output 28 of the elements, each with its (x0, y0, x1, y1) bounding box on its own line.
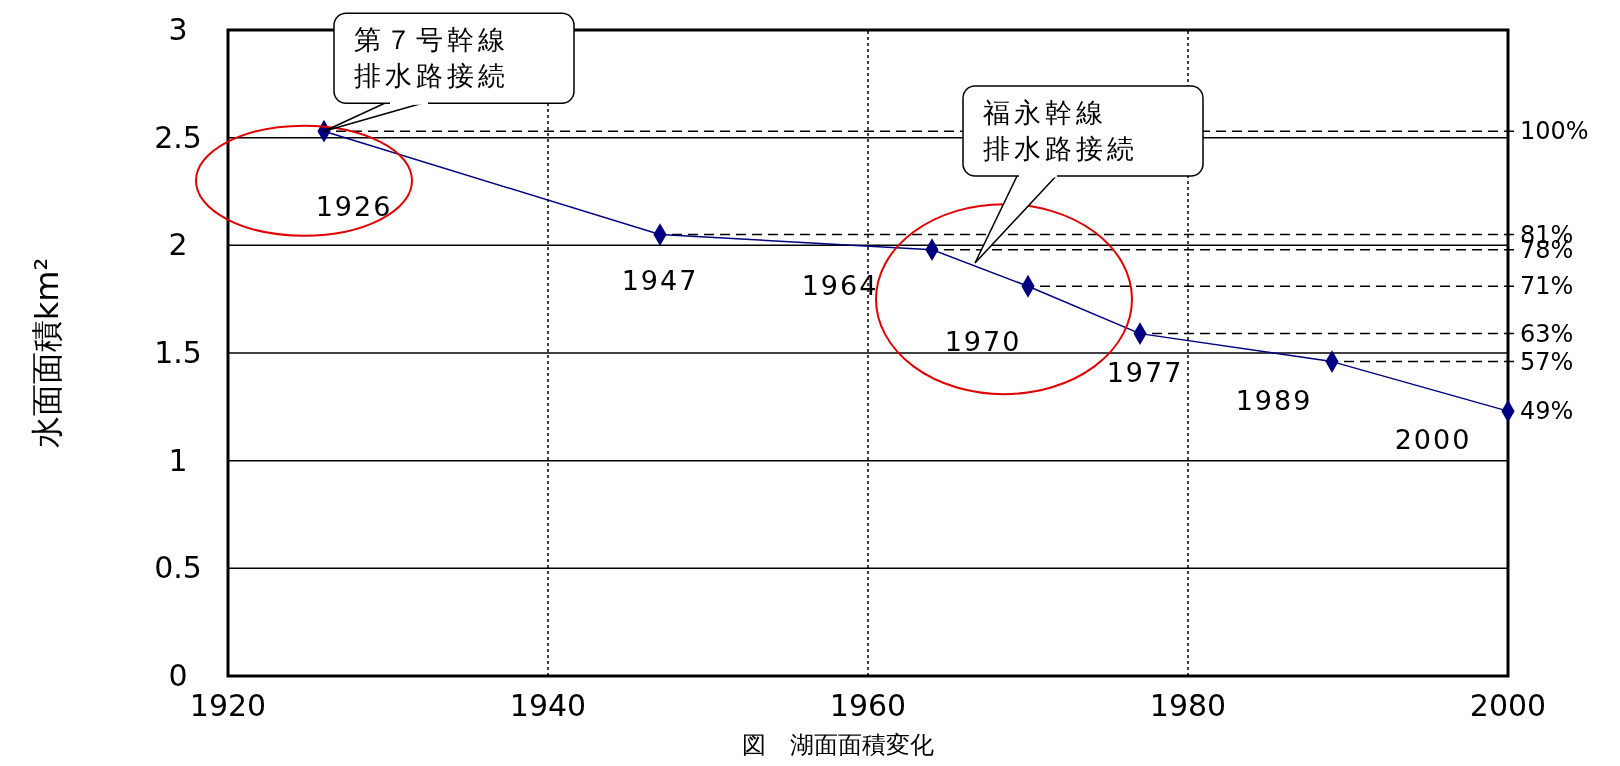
y-tick-label: 0 (168, 658, 188, 693)
y-tick-label: 1 (168, 442, 188, 478)
y-tick-label: 0.5 (154, 550, 202, 586)
annotation: 1977 (1106, 356, 1184, 388)
annotation: 1964 (801, 269, 879, 301)
annotation: 100% (1520, 117, 1589, 146)
y-tick-label: 2 (168, 227, 188, 263)
x-tick-label: 2000 (1469, 688, 1547, 723)
y-tick-label: 2.5 (154, 119, 202, 155)
annotation: 2000 (1394, 424, 1472, 456)
annotation: 1926 (315, 191, 393, 223)
x-tick-label: 1980 (1149, 688, 1227, 723)
x-tick-label: 1960 (829, 688, 907, 723)
text: 図 湖面面積変化 (742, 731, 934, 759)
annotation: 1989 (1235, 384, 1313, 416)
annotation: 63% (1520, 319, 1574, 348)
y-tick-label: 3 (168, 12, 188, 47)
annotation: 49% (1520, 397, 1574, 426)
annotation: 1970 (944, 326, 1022, 358)
annotation: 57% (1520, 347, 1574, 376)
annotation: 1947 (621, 264, 699, 296)
y-tick-label: 1.5 (154, 335, 202, 370)
annotation: 福永幹線排水路接続 (983, 97, 1138, 164)
annotation: 71% (1520, 272, 1574, 301)
x-tick-label: 1940 (509, 688, 587, 723)
annotation: 第７号幹線排水路接続 (354, 24, 509, 92)
x-tick-label: 1920 (189, 688, 267, 723)
y-axis-title: 水面面積km² (28, 257, 66, 449)
